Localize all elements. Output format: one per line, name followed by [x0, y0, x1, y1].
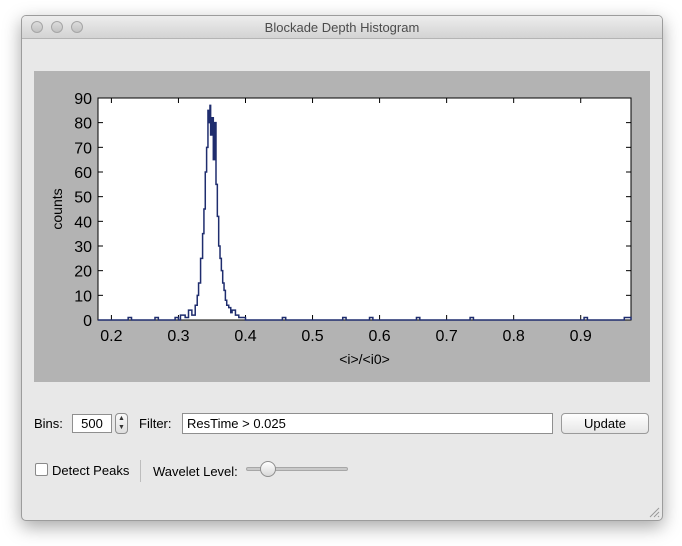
x-tick-label: 0.9	[570, 328, 592, 345]
detect-peaks-label: Detect Peaks	[52, 463, 130, 478]
window-title: Blockade Depth Histogram	[264, 20, 420, 35]
bins-input[interactable]: 500	[72, 414, 112, 433]
y-tick-label: 40	[74, 214, 92, 231]
bins-stepper[interactable]: ▲ ▼	[115, 413, 128, 434]
bins-label: Bins:	[34, 416, 63, 431]
close-window-button[interactable]	[31, 21, 43, 33]
y-tick-label: 70	[74, 140, 92, 157]
x-tick-label: 0.8	[503, 328, 525, 345]
minimize-window-button[interactable]	[51, 21, 63, 33]
y-tick-label: 0	[83, 313, 92, 330]
y-tick-label: 90	[74, 91, 92, 108]
filter-input[interactable]: ResTime > 0.025	[182, 413, 553, 434]
filter-label: Filter:	[139, 416, 172, 431]
title-bar[interactable]: Blockade Depth Histogram	[22, 16, 662, 39]
zoom-window-button[interactable]	[71, 21, 83, 33]
y-tick-label: 20	[74, 264, 92, 281]
x-tick-label: 0.2	[100, 328, 122, 345]
y-tick-label: 30	[74, 239, 92, 256]
wavelet-level-slider-track[interactable]	[246, 467, 348, 471]
wavelet-level-slider-knob[interactable]	[260, 461, 276, 477]
separator	[140, 460, 141, 482]
y-tick-label: 80	[74, 116, 92, 133]
resize-grip-icon[interactable]	[648, 506, 660, 518]
histogram-window: Blockade Depth Histogram 0 10 20 30 40 50 60 70…	[21, 15, 663, 521]
histogram-series-line	[98, 104, 632, 321]
x-tick-label: 0.4	[234, 328, 256, 345]
y-axis-label: counts	[49, 188, 65, 229]
x-tick-label: 0.3	[167, 328, 189, 345]
x-tick-label: 0.6	[368, 328, 390, 345]
plot-panel: 0 10 20 30 40 50 60 70 80 90 0.2 0.3 0.4 0.5 0.6 0.7 0.8…	[34, 71, 650, 382]
y-tick-label: 10	[74, 288, 92, 305]
y-tick-label: 50	[74, 190, 92, 207]
histogram-chart: 0 10 20 30 40 50 60 70 80 90 0.2 0.3 0.4 0.5 0.6 0.7 0.8…	[49, 91, 632, 367]
stepper-up-icon[interactable]: ▲	[118, 415, 125, 422]
stepper-down-icon[interactable]: ▼	[118, 424, 125, 431]
detect-peaks-checkbox[interactable]	[35, 463, 48, 476]
x-axis-label: <i>/<i0>	[339, 351, 390, 367]
x-tick-label: 0.5	[301, 328, 323, 345]
wavelet-level-label: Wavelet Level:	[153, 464, 238, 479]
plot-area	[97, 97, 632, 321]
y-tick-label: 60	[74, 165, 92, 182]
x-tick-label: 0.7	[436, 328, 458, 345]
update-button[interactable]: Update	[561, 413, 649, 434]
